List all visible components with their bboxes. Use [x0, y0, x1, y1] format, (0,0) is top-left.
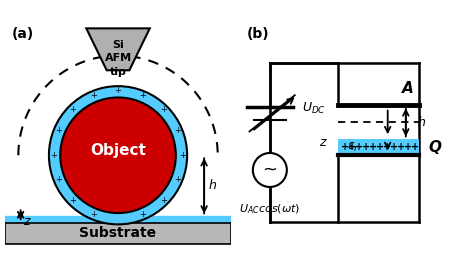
- Text: +: +: [369, 142, 377, 152]
- Text: +: +: [404, 142, 412, 152]
- Text: +: +: [160, 105, 167, 114]
- Bar: [5, 223, 231, 244]
- Text: +: +: [376, 142, 384, 152]
- Polygon shape: [86, 28, 150, 70]
- Circle shape: [253, 153, 287, 187]
- Text: +: +: [50, 151, 57, 160]
- Text: +: +: [174, 126, 181, 135]
- Text: AFM: AFM: [104, 53, 132, 63]
- Text: Substrate: Substrate: [80, 226, 156, 240]
- Bar: [5, 217, 231, 223]
- Text: $U_{AC}cos(\omega t)$: $U_{AC}cos(\omega t)$: [239, 203, 301, 217]
- Text: z: z: [23, 215, 29, 228]
- Text: z: z: [319, 136, 325, 149]
- Text: +: +: [90, 91, 97, 100]
- Text: ~: ~: [262, 161, 277, 179]
- Text: h: h: [417, 116, 425, 129]
- Text: +: +: [362, 142, 370, 152]
- Text: (b): (b): [247, 27, 270, 41]
- Text: +: +: [139, 211, 146, 220]
- Text: tip: tip: [109, 67, 127, 77]
- Text: +: +: [174, 175, 181, 184]
- Text: +: +: [411, 142, 419, 152]
- Text: +: +: [90, 211, 97, 220]
- Circle shape: [60, 97, 176, 213]
- Text: +: +: [139, 91, 146, 100]
- Text: +: +: [390, 142, 398, 152]
- Text: A: A: [402, 81, 414, 96]
- Text: Si: Si: [112, 40, 124, 50]
- Text: +: +: [115, 86, 121, 95]
- Text: $U_{DC}$: $U_{DC}$: [301, 101, 326, 116]
- Text: +: +: [383, 142, 391, 152]
- Text: +: +: [69, 196, 76, 205]
- Text: +: +: [355, 142, 363, 152]
- Text: (a): (a): [11, 27, 34, 41]
- Text: +: +: [55, 126, 62, 135]
- Text: +: +: [347, 142, 356, 152]
- Circle shape: [49, 86, 187, 224]
- Bar: [338, 139, 419, 155]
- Text: Object: Object: [90, 143, 146, 158]
- Text: +: +: [55, 175, 62, 184]
- Text: +: +: [69, 105, 76, 114]
- Text: Q: Q: [428, 140, 441, 155]
- Text: +: +: [179, 151, 186, 160]
- Text: +: +: [341, 142, 349, 152]
- Text: +: +: [397, 142, 405, 152]
- Text: h: h: [209, 179, 217, 192]
- Text: $\varepsilon_r$: $\varepsilon_r$: [347, 141, 360, 154]
- Text: +: +: [160, 196, 167, 205]
